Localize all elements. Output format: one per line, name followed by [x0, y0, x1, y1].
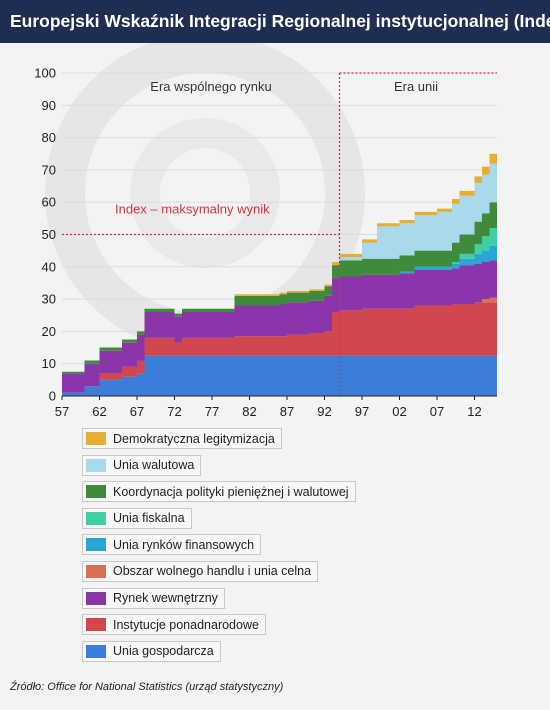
y-tick-label: 10 [42, 356, 56, 371]
legend-item: Unia gospodarcza [82, 640, 221, 662]
y-tick-label: 20 [42, 324, 56, 339]
legend-label: Unia rynków finansowych [113, 537, 255, 552]
legend-swatch [86, 564, 106, 578]
area-series [62, 260, 497, 393]
chart-legend: Demokratyczna legitymizacja Unia walutowa… [82, 428, 356, 667]
annotation-union-era: Era unii [394, 79, 438, 94]
legend-label: Koordynacja polityki pieniężnej i waluto… [113, 484, 349, 499]
x-tick-label: 57 [55, 404, 69, 419]
legend-item: Koordynacja polityki pieniężnej i waluto… [82, 481, 356, 503]
chart-title: Europejski Wskaźnik Integracji Regionaln… [0, 0, 550, 43]
y-tick-label: 60 [42, 195, 56, 210]
legend-swatch [86, 511, 106, 525]
y-tick-label: 100 [34, 66, 56, 81]
legend-row: Demokratyczna legitymizacja [82, 428, 356, 455]
x-tick-label: 97 [355, 404, 369, 419]
y-tick-label: 90 [42, 98, 56, 113]
legend-swatch [86, 618, 106, 632]
x-tick-label: 72 [167, 404, 181, 419]
x-tick-label: 87 [280, 404, 294, 419]
legend-item: Unia walutowa [82, 454, 202, 476]
legend-label: Unia walutowa [113, 458, 195, 473]
legend-item: Obszar wolnego handlu i unia celna [82, 560, 319, 582]
annotation-common-market-era: Era wspólnego rynku [150, 79, 271, 94]
legend-item: Instytucje ponadnarodowe [82, 614, 266, 636]
watermark-ring [45, 43, 365, 353]
y-tick-label: 70 [42, 162, 56, 177]
y-tick-label: 80 [42, 130, 56, 145]
legend-label: Obszar wolnego handlu i unia celna [113, 564, 312, 579]
legend-row: Unia gospodarcza [82, 640, 356, 668]
legend-swatch [86, 485, 106, 499]
area-series [62, 302, 497, 393]
legend-swatch [86, 458, 106, 472]
y-tick-label: 40 [42, 259, 56, 274]
legend-item: Demokratyczna legitymizacja [82, 428, 282, 449]
legend-row: Unia rynków finansowych [82, 534, 356, 561]
legend-label: Unia fiskalna [113, 511, 185, 526]
watermark-ring-inner [130, 118, 280, 268]
legend-label: Unia gospodarcza [113, 644, 214, 659]
legend-item: Unia fiskalna [82, 507, 192, 529]
legend-swatch [86, 432, 106, 445]
legend-swatch [86, 644, 106, 658]
legend-row: Unia walutowa [82, 454, 356, 482]
legend-item: Rynek wewnętrzny [82, 587, 225, 609]
legend-row: Unia fiskalna [82, 507, 356, 535]
x-tick-label: 12 [467, 404, 481, 419]
legend-item: Unia rynków finansowych [82, 534, 262, 556]
x-tick-label: 62 [92, 404, 106, 419]
y-tick-label: 0 [49, 389, 56, 404]
legend-swatch [86, 591, 106, 605]
legend-row: Koordynacja polityki pieniężnej i waluto… [82, 481, 356, 508]
legend-row: Obszar wolnego handlu i unia celna [82, 560, 356, 588]
y-tick-label: 30 [42, 292, 56, 307]
x-tick-label: 82 [242, 404, 256, 419]
y-tick-label: 50 [42, 227, 56, 242]
x-tick-label: 92 [317, 404, 331, 419]
source-note: Źródło: Office for National Statistics (… [10, 681, 284, 693]
legend-row: Instytucje ponadnarodowe [82, 614, 356, 641]
x-tick-label: 67 [130, 404, 144, 419]
legend-swatch [86, 538, 106, 552]
annotation-max-score: Index – maksymalny wynik [115, 202, 270, 217]
legend-label: Demokratyczna legitymizacja [113, 431, 275, 446]
x-tick-label: 02 [392, 404, 406, 419]
legend-label: Instytucje ponadnarodowe [113, 617, 259, 632]
area-series [62, 355, 497, 396]
x-tick-label: 77 [205, 404, 219, 419]
legend-label: Rynek wewnętrzny [113, 591, 218, 606]
stacked-area-chart: 0 10 20 30 40 50 60 70 80 90 100 Index – maksymalny… [34, 43, 497, 419]
legend-row: Rynek wewnętrzny [82, 587, 356, 615]
x-tick-label: 07 [430, 404, 444, 419]
